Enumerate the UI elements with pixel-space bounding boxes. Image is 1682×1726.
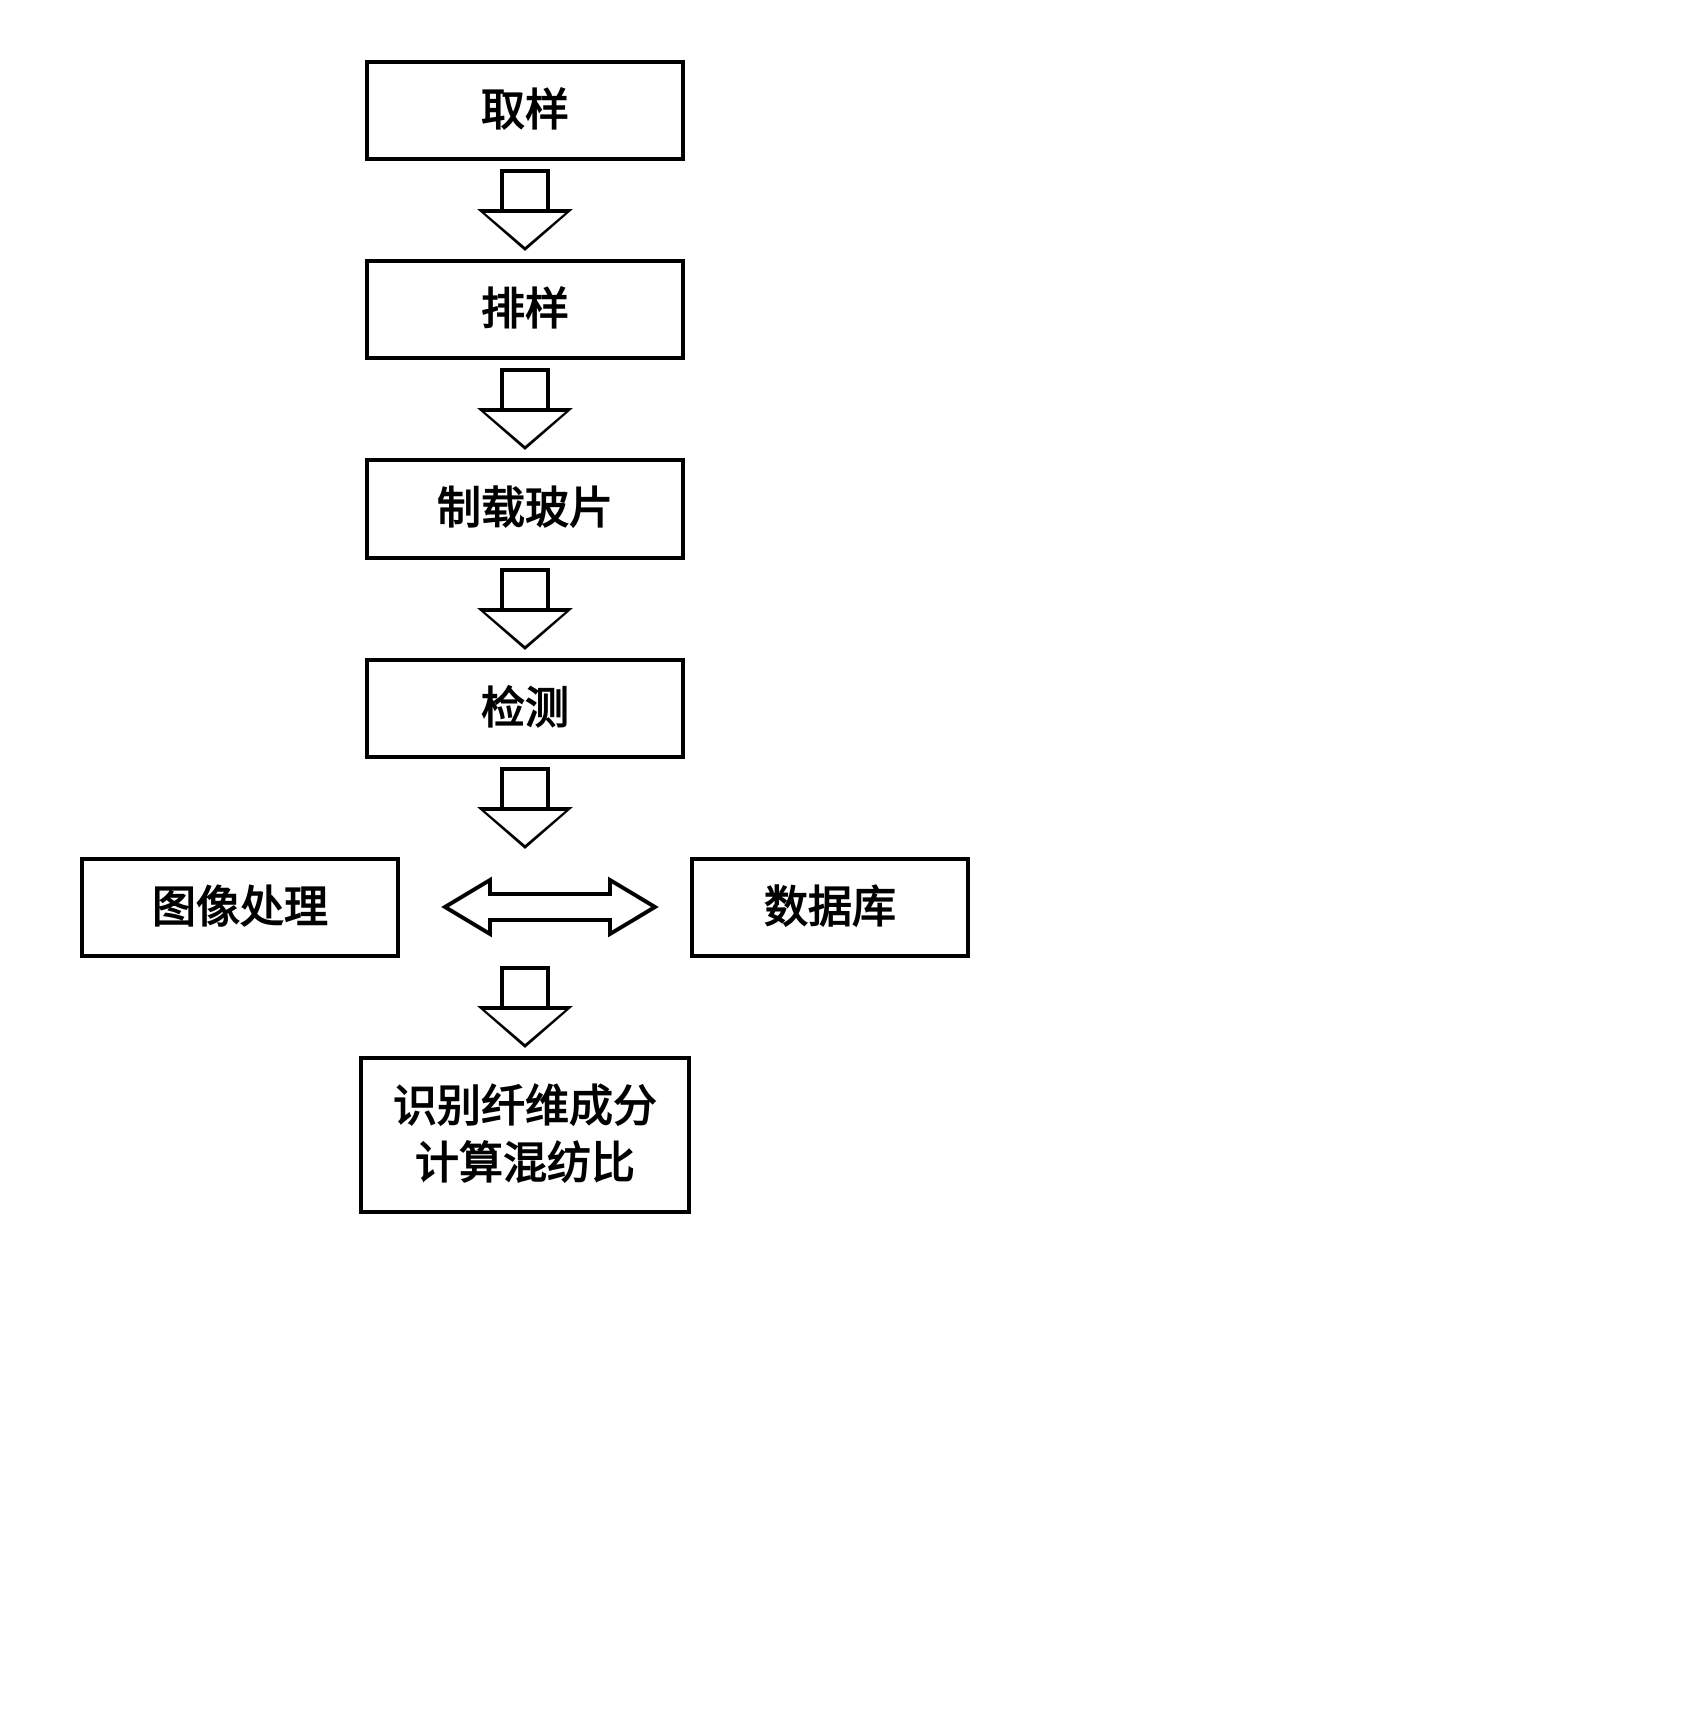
arrow-down-icon (477, 169, 573, 251)
main-flow-column: 取样 排样 制载玻片 检测 图像处理 (80, 60, 970, 1214)
node-database: 数据库 (690, 857, 970, 958)
node-label: 排样 (481, 281, 569, 338)
node-label: 检测 (481, 680, 569, 737)
node-label: 数据库 (764, 883, 896, 932)
node-result: 识别纤维成分 计算混纺比 (359, 1056, 691, 1214)
node-sampling: 取样 (365, 60, 685, 161)
arrow-down-icon (477, 966, 573, 1048)
node-label: 识别纤维成分 计算混纺比 (393, 1078, 657, 1192)
node-arranging: 排样 (365, 259, 685, 360)
flowchart: 取样 排样 制载玻片 检测 图像处理 (80, 60, 1602, 1214)
node-label: 制载玻片 (437, 480, 613, 537)
arrow-down-icon (477, 568, 573, 650)
side-branch: 数据库 (440, 857, 970, 958)
node-label: 取样 (481, 82, 569, 139)
node-image-processing: 图像处理 (80, 857, 400, 958)
node-slide: 制载玻片 (365, 458, 685, 559)
node-label: 图像处理 (152, 879, 328, 936)
node-detect: 检测 (365, 658, 685, 759)
arrow-down-icon (477, 767, 573, 849)
arrow-bidirectional-icon (440, 872, 660, 942)
arrow-down-icon (477, 368, 573, 450)
